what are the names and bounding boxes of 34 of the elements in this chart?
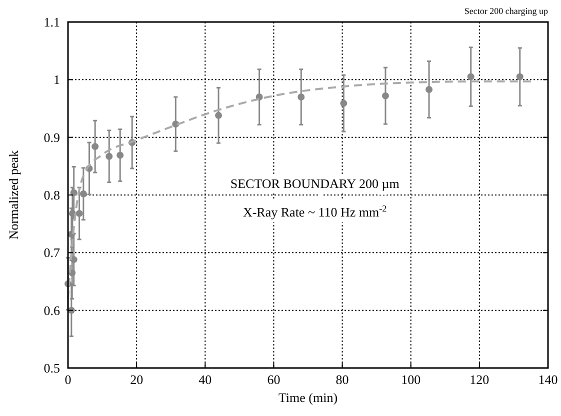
y-tick-label: 0.7 <box>44 245 60 260</box>
y-tick-label: 0.5 <box>44 360 60 376</box>
point <box>426 86 433 93</box>
point <box>256 93 263 100</box>
x-tick-label: 60 <box>267 372 280 387</box>
annotation: SECTOR BOUNDARY 200 µm <box>230 176 400 192</box>
text: Sector 200 charging up <box>464 6 548 16</box>
x-tick-label: 20 <box>130 372 144 387</box>
point <box>215 112 222 119</box>
point <box>80 190 87 198</box>
x-tick-label: 40 <box>198 372 212 387</box>
point <box>298 93 305 100</box>
y-tick-label: 0.6 <box>44 302 60 318</box>
x-tick-label: 120 <box>470 372 490 387</box>
point <box>106 152 113 160</box>
x-tick-label: 0 <box>64 372 72 387</box>
annotation: X-Ray Rate ~ 110 Hz mm$^{-2}$ <box>242 203 388 220</box>
point <box>516 73 524 80</box>
x-tick-label: 140 <box>538 372 558 387</box>
point <box>467 73 474 80</box>
point <box>116 152 124 159</box>
point <box>76 210 83 217</box>
point <box>70 189 78 196</box>
y-tick-label: 1 <box>54 72 60 88</box>
point <box>340 100 348 107</box>
x-tick-label: 80 <box>336 372 349 387</box>
y-tick-label: 1.1 <box>44 14 60 30</box>
x-axis-title: Time (min) <box>278 390 338 405</box>
y-tick-label: 0.9 <box>44 130 60 145</box>
y-axis-title: Normalized peak <box>6 150 21 240</box>
point <box>382 92 389 100</box>
point <box>92 143 99 150</box>
x-tick-label: 100 <box>401 372 421 387</box>
y-tick-label: 0.8 <box>44 188 60 202</box>
